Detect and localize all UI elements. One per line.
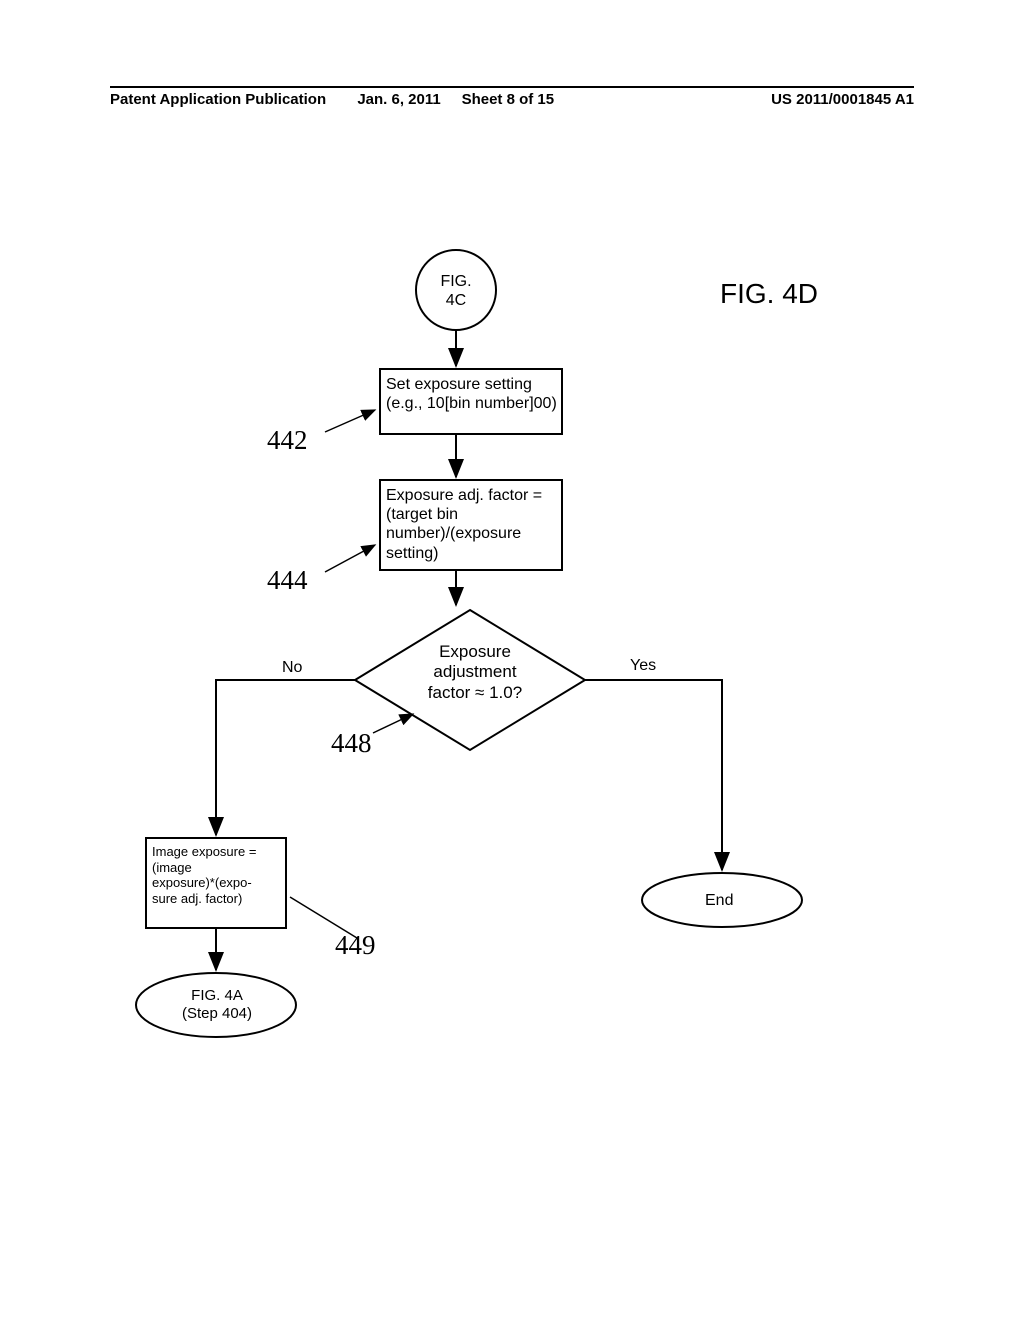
ref-449: 449 xyxy=(335,930,376,961)
box-449-label: Image exposure = (image exposure)*(expo-… xyxy=(152,844,282,906)
terminator-end-label: End xyxy=(705,891,733,910)
connector-fig-4c-label: FIG. 4C xyxy=(436,272,476,310)
ref-444: 444 xyxy=(267,565,308,596)
branch-yes-label: Yes xyxy=(630,656,656,675)
arrow-yes xyxy=(585,680,722,870)
terminator-4a-label: FIG. 4A (Step 404) xyxy=(178,987,256,1023)
leader-442 xyxy=(325,410,375,432)
ref-442: 442 xyxy=(267,425,308,456)
branch-no-label: No xyxy=(282,658,302,677)
box-442-label: Set exposure setting (e.g., 10[bin numbe… xyxy=(386,375,558,413)
ref-448: 448 xyxy=(331,728,372,759)
page-root: Patent Application Publication Jan. 6, 2… xyxy=(0,0,1024,1320)
leader-444 xyxy=(325,545,375,572)
box-444-label: Exposure adj. factor = (target bin numbe… xyxy=(386,486,558,563)
leader-448 xyxy=(373,714,413,733)
decision-448-label: Exposure adjustment factor ≈ 1.0? xyxy=(415,642,535,703)
